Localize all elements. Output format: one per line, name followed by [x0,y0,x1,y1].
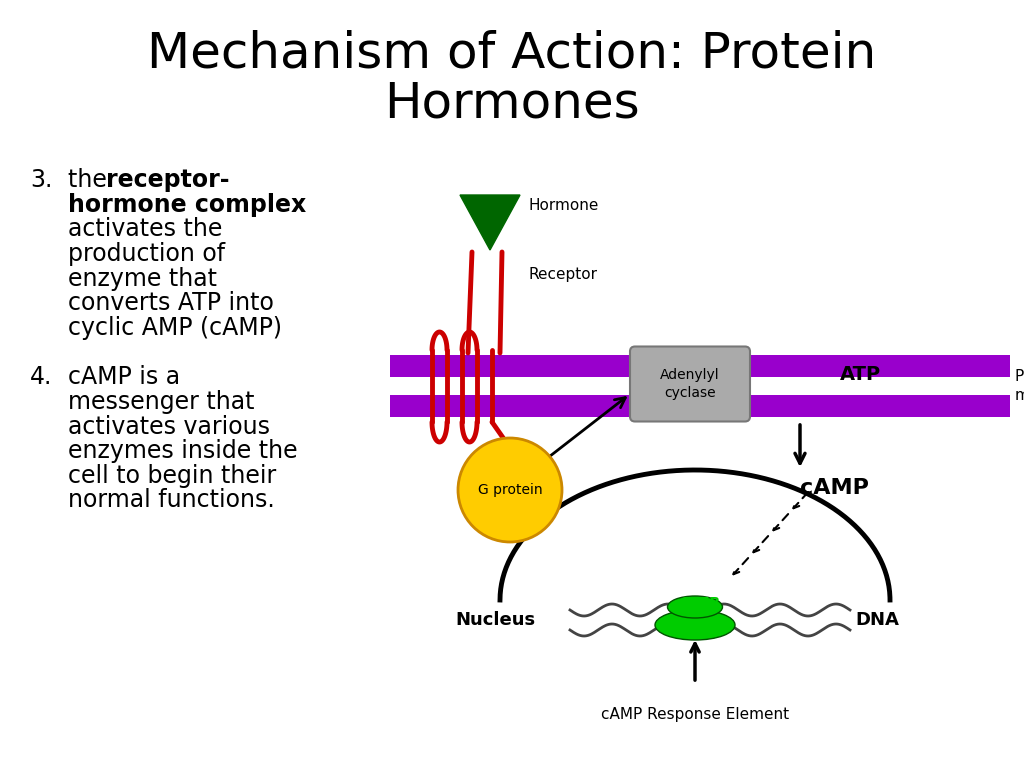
Text: Hormone: Hormone [528,197,598,213]
Text: cAMP: cAMP [800,478,869,498]
Text: ATP: ATP [840,365,881,384]
Text: 4.: 4. [30,366,52,389]
Text: cyclic AMP (cAMP): cyclic AMP (cAMP) [68,316,282,340]
Text: converts ATP into: converts ATP into [68,291,273,315]
Text: enzyme that: enzyme that [68,266,217,290]
Text: Hormones: Hormones [384,80,640,128]
Text: Mechanism of Action: Protein: Mechanism of Action: Protein [147,30,877,78]
Text: cell to begin their: cell to begin their [68,464,276,488]
Text: activates the: activates the [68,217,222,241]
FancyBboxPatch shape [630,346,750,422]
Circle shape [458,438,562,542]
Text: CREB: CREB [680,596,721,610]
Text: production of: production of [68,242,225,266]
Text: Plasma
membrane: Plasma membrane [1015,369,1024,402]
Text: Adenylyl
cyclase: Adenylyl cyclase [660,368,720,400]
Text: activates various: activates various [68,415,270,439]
Text: Receptor: Receptor [528,267,597,283]
Text: cAMP Response Element: cAMP Response Element [601,707,790,723]
Text: hormone complex: hormone complex [68,193,306,217]
Text: DNA: DNA [855,611,899,629]
Bar [390,355,1010,377]
Ellipse shape [668,596,723,618]
Text: messenger that: messenger that [68,390,255,414]
Text: 3.: 3. [30,168,52,192]
Text: receptor-: receptor- [106,168,229,192]
Text: Nucleus: Nucleus [455,611,536,629]
Text: G protein: G protein [477,483,543,497]
Bar [390,395,1010,417]
Text: cAMP is a: cAMP is a [68,366,180,389]
Text: enzymes inside the: enzymes inside the [68,439,298,463]
Text: the: the [68,168,115,192]
Text: normal functions.: normal functions. [68,488,274,512]
Ellipse shape [655,610,735,640]
Polygon shape [460,195,520,250]
